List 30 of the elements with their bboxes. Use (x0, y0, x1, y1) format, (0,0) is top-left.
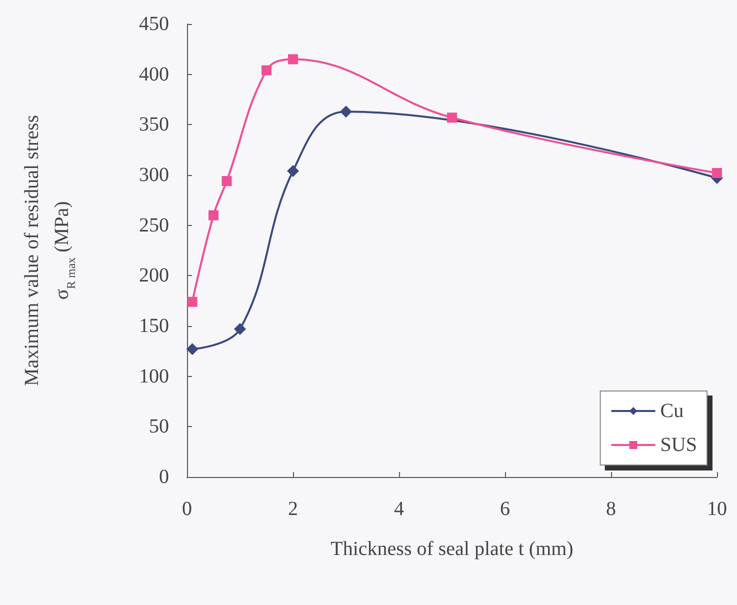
point (234, 323, 246, 336)
point (208, 210, 218, 220)
y-tick-label: 250 (139, 214, 169, 236)
y-tick-label: 450 (139, 13, 169, 35)
point (262, 65, 272, 76)
x-tick-label: 6 (500, 498, 510, 520)
x-tick-label: 4 (394, 498, 404, 520)
x-tick-label: 2 (288, 498, 298, 520)
y-tick-label: 150 (139, 315, 169, 337)
point (186, 343, 198, 356)
y-tick-label: 100 (139, 365, 169, 388)
y-tick-label: 50 (149, 416, 169, 438)
y-tick-label: 350 (139, 114, 169, 136)
y-tick-label: 400 (139, 63, 169, 86)
point (287, 164, 299, 177)
y-tick-label: 300 (139, 164, 169, 186)
point (222, 176, 232, 186)
x-axis-title: Thickness of seal plate t (mm) (330, 538, 574, 560)
point (340, 106, 352, 118)
y-tick-label: 0 (159, 466, 169, 488)
y-tick-label: 200 (139, 264, 169, 287)
point (288, 54, 298, 64)
legend-label: SUS (660, 434, 698, 456)
legend-label: Cu (660, 400, 684, 422)
x-tick-label: 0 (182, 498, 192, 520)
x-tick-label: 8 (606, 498, 616, 520)
point (447, 112, 457, 123)
x-tick-label: 10 (707, 498, 727, 520)
point (712, 168, 722, 178)
point (187, 296, 198, 307)
